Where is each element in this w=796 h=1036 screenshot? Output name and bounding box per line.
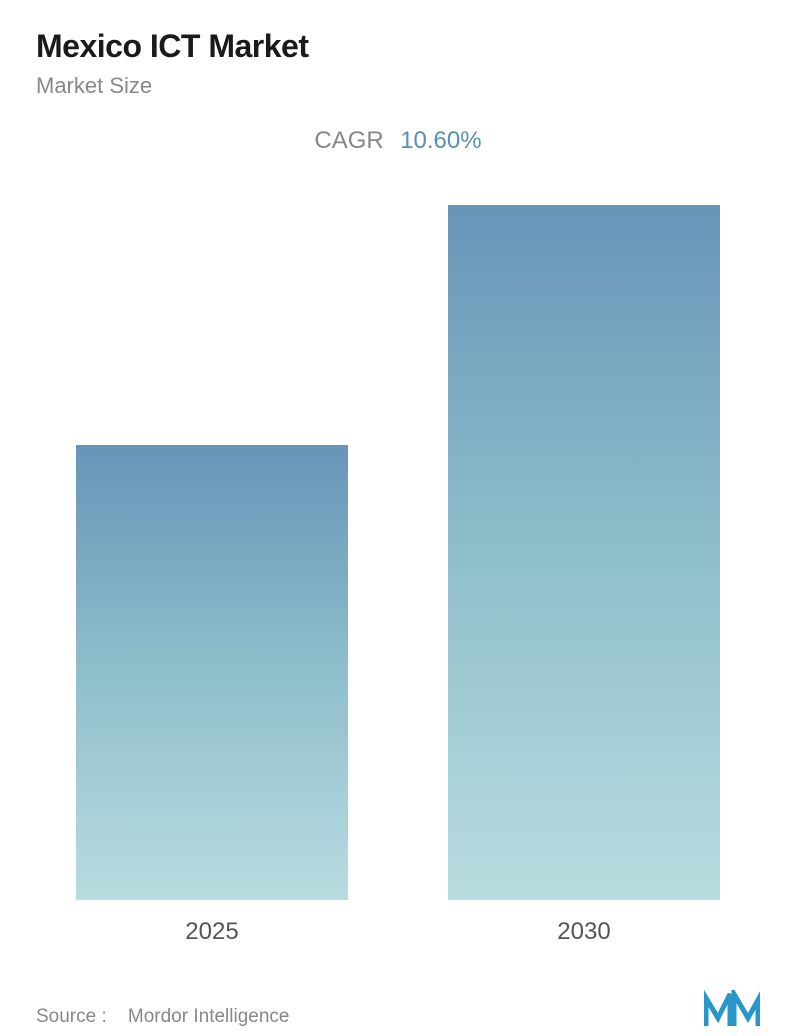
bar-0	[76, 445, 348, 900]
footer: Source : Mordor Intelligence	[36, 966, 760, 1036]
chart-container: Mexico ICT Market Market Size CAGR 10.60…	[0, 0, 796, 1034]
chart-subtitle: Market Size	[36, 73, 760, 99]
bar-1	[448, 205, 720, 900]
bar-label-1: 2030	[557, 918, 610, 946]
source-text: Source : Mordor Intelligence	[36, 1006, 289, 1028]
bar-group-1: 2030	[448, 205, 720, 946]
cagr-value: 10.60%	[400, 127, 481, 154]
source-name: Mordor Intelligence	[128, 1006, 290, 1027]
bar-label-0: 2025	[185, 918, 238, 946]
chart-title: Mexico ICT Market	[36, 28, 760, 65]
chart-area: 2025 2030	[36, 205, 760, 966]
bar-group-0: 2025	[76, 445, 348, 946]
source-prefix: Source :	[36, 1006, 107, 1027]
mordor-logo-icon	[704, 990, 760, 1028]
cagr-label: CAGR	[314, 127, 383, 154]
cagr-row: CAGR 10.60%	[36, 127, 760, 155]
